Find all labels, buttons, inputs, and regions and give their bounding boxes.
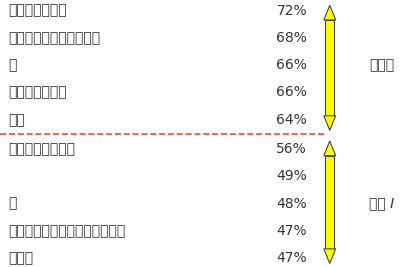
FancyArrow shape — [324, 141, 336, 156]
Text: 49%: 49% — [276, 169, 307, 183]
Text: 64%: 64% — [276, 113, 307, 127]
Text: 車内 I: 車内 I — [369, 197, 394, 211]
Text: 48%: 48% — [276, 197, 307, 211]
Text: アクテ: アクテ — [369, 58, 394, 72]
FancyBboxPatch shape — [325, 20, 334, 116]
Text: 声認識: 声認識 — [8, 251, 33, 265]
Text: 72%: 72% — [276, 4, 307, 18]
Text: ム: ム — [8, 58, 16, 72]
Text: 56%: 56% — [276, 142, 307, 156]
Text: 害緩和システム: 害緩和システム — [8, 4, 66, 18]
Text: 付クルーズコントロール: 付クルーズコントロール — [8, 31, 100, 45]
Text: よる車のリモートコントロール: よる車のリモートコントロール — [8, 224, 125, 238]
FancyArrow shape — [324, 116, 336, 130]
FancyArrow shape — [324, 249, 336, 264]
Text: プディスプレイ: プディスプレイ — [8, 85, 66, 100]
Text: テム: テム — [8, 113, 25, 127]
Text: ド: ド — [8, 197, 16, 211]
FancyArrow shape — [324, 5, 336, 20]
Text: 47%: 47% — [276, 251, 307, 265]
Text: 68%: 68% — [276, 31, 307, 45]
Text: 66%: 66% — [276, 85, 307, 100]
Text: 47%: 47% — [276, 224, 307, 238]
Text: 66%: 66% — [276, 58, 307, 72]
Text: 内ワイヤレス充電: 内ワイヤレス充電 — [8, 142, 75, 156]
FancyBboxPatch shape — [325, 156, 334, 249]
